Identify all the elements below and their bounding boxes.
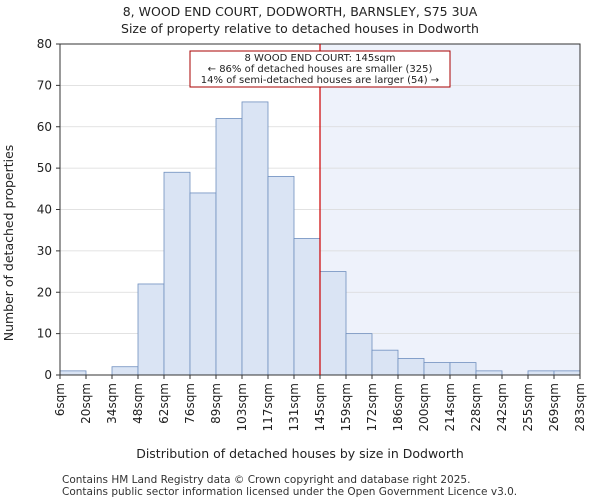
x-tick-label: 159sqm — [339, 383, 353, 431]
bar — [241, 101, 269, 376]
bar — [189, 192, 217, 376]
footer-line-2: Contains public sector information licen… — [62, 486, 517, 498]
y-tick-label: 30 — [37, 244, 52, 258]
bar — [267, 175, 295, 376]
x-tick-label: 6sqm — [53, 383, 67, 416]
annotation-box: 8 WOOD END COURT: 145sqm ← 86% of detach… — [189, 50, 451, 88]
y-tick-label: 70 — [37, 78, 52, 92]
bar — [397, 358, 425, 376]
bar — [371, 349, 399, 376]
x-axis-title: Distribution of detached houses by size … — [136, 446, 464, 461]
y-tick-label: 40 — [37, 203, 52, 217]
x-tick-label: 214sqm — [443, 383, 457, 431]
x-tick-label: 228sqm — [469, 383, 483, 431]
x-tick-label: 269sqm — [547, 383, 561, 431]
bar — [345, 333, 373, 376]
bar — [293, 238, 321, 376]
x-tick-label: 62sqm — [157, 383, 171, 424]
x-tick-label: 145sqm — [313, 383, 327, 431]
x-tick-label: 283sqm — [573, 383, 587, 431]
annotation-line-2: ← 86% of detached houses are smaller (32… — [208, 64, 433, 75]
bars — [59, 101, 581, 376]
bar — [59, 370, 87, 376]
y-axis-ticks: 0 10 20 30 40 50 60 70 80 — [37, 37, 60, 382]
bar — [423, 362, 451, 376]
x-tick-label: 103sqm — [235, 383, 249, 431]
bar — [319, 271, 347, 376]
y-axis-title: Number of detached properties — [1, 145, 16, 342]
annotation-line-3: 14% of semi-detached houses are larger (… — [201, 75, 439, 86]
x-tick-label: 20sqm — [79, 383, 93, 424]
x-axis-ticks: 6sqm 20sqm 34sqm 48sqm 62sqm 76sqm 89sqm 103sqm… — [53, 375, 587, 431]
y-tick-label: 10 — [37, 327, 52, 341]
y-tick-label: 20 — [37, 285, 52, 299]
bar — [475, 370, 503, 376]
annotation-border — [189, 50, 451, 88]
x-tick-label: 186sqm — [391, 383, 405, 431]
chart-title: 8, WOOD END COURT, DODWORTH, BARNSLEY, S… — [123, 4, 478, 19]
bar — [137, 283, 165, 376]
bar — [449, 362, 477, 376]
footer-line-1: Contains HM Land Registry data © Crown c… — [62, 474, 470, 486]
x-tick-label: 242sqm — [495, 383, 509, 431]
x-tick-label: 131sqm — [287, 383, 301, 431]
bar — [527, 370, 555, 376]
annotation-line-1: 8 WOOD END COURT: 145sqm — [244, 53, 395, 64]
x-tick-label: 255sqm — [521, 383, 535, 431]
x-tick-label: 200sqm — [417, 383, 431, 431]
y-tick-label: 60 — [37, 120, 52, 134]
bar — [215, 118, 243, 376]
y-tick-label: 50 — [37, 161, 52, 175]
bar — [163, 171, 191, 376]
x-tick-label: 34sqm — [105, 383, 119, 424]
y-tick-label: 0 — [44, 368, 52, 382]
x-tick-label: 89sqm — [209, 383, 223, 424]
x-tick-label: 48sqm — [131, 383, 145, 424]
chart-subtitle: Size of property relative to detached ho… — [121, 21, 479, 36]
x-tick-label: 117sqm — [261, 383, 275, 431]
bar — [553, 370, 581, 376]
bar — [111, 366, 139, 376]
x-tick-label: 172sqm — [365, 383, 379, 431]
x-tick-label: 76sqm — [183, 383, 197, 424]
y-tick-label: 80 — [37, 37, 52, 51]
